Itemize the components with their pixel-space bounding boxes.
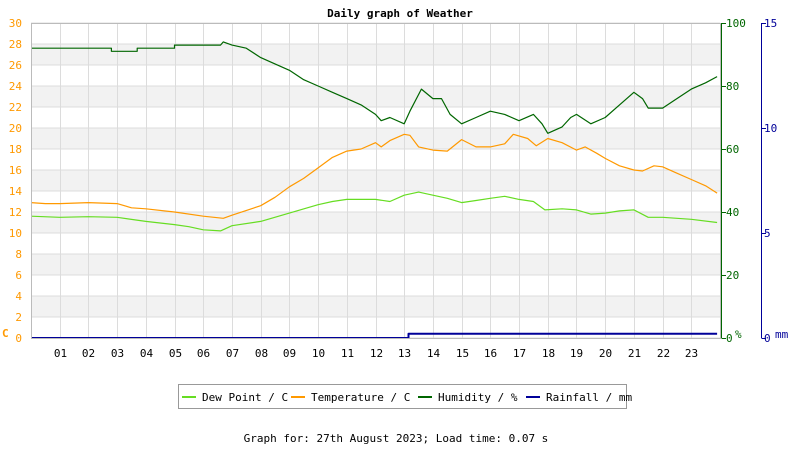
plot-band	[31, 86, 720, 107]
x-tick-label: 23	[685, 347, 698, 360]
y-tick-label-rainfall: 15	[764, 17, 777, 30]
series-line	[30, 191, 718, 232]
legend-label: Rainfall / mm	[546, 391, 632, 404]
y-tick-label-humidity: 40	[726, 206, 739, 219]
x-tick-label: 12	[370, 347, 383, 360]
plot-band	[31, 254, 720, 275]
plot-band	[31, 170, 720, 191]
legend-label: Dew Point / C	[202, 391, 288, 404]
y-tick-label-temperature: 12	[9, 206, 22, 219]
plot-band	[31, 233, 720, 254]
plot-band	[31, 149, 720, 170]
y-tick-label-rainfall: 10	[764, 122, 777, 135]
x-tick-label: 10	[312, 347, 325, 360]
x-tick-label: 14	[427, 347, 441, 360]
x-tick-label: 18	[542, 347, 555, 360]
legend-box	[178, 384, 627, 409]
y-tick-label-temperature: 20	[9, 122, 22, 135]
y-tick-label-rainfall: 5	[764, 227, 771, 240]
footer-text: Graph for: 27th August 2023; Load time: …	[244, 432, 549, 445]
x-tick-label: 05	[169, 347, 182, 360]
plot-band	[31, 317, 720, 338]
plot-band	[31, 212, 720, 233]
x-tick-label: 20	[599, 347, 612, 360]
y-tick-label-temperature: 28	[9, 38, 22, 51]
legend: Dew Point / C Temperature / C Humidity / %…	[178, 384, 632, 409]
plot-band	[31, 107, 720, 128]
y-axis-unit-temperature: C	[2, 327, 9, 340]
y-tick-label-temperature: 0	[15, 332, 22, 345]
x-tick-label: 16	[484, 347, 497, 360]
y-tick-label-humidity: 0	[726, 332, 733, 345]
y-tick-label-temperature: 16	[9, 164, 22, 177]
chart-title: Daily graph of Weather	[327, 7, 473, 20]
y-tick-label-rainfall: 0	[764, 332, 771, 345]
x-tick-label: 02	[82, 347, 95, 360]
plot-band	[31, 44, 720, 65]
y-tick-label-humidity: 60	[726, 143, 739, 156]
y-tick-label-humidity: 20	[726, 269, 739, 282]
x-tick-label: 21	[628, 347, 641, 360]
legend-label: Temperature / C	[311, 391, 410, 404]
plot-band	[31, 191, 720, 212]
x-tick-label: 09	[283, 347, 296, 360]
y-tick-label-temperature: 30	[9, 17, 22, 30]
y-tick-label-temperature: 4	[15, 290, 22, 303]
plot-band	[31, 296, 720, 317]
y-tick-label-humidity: 80	[726, 80, 739, 93]
plot-band	[31, 65, 720, 86]
y-tick-label-temperature: 26	[9, 59, 22, 72]
plot-border	[31, 23, 721, 339]
y-tick-label-temperature: 10	[9, 227, 22, 240]
series-line	[31, 41, 718, 134]
y-tick-label-temperature: 6	[15, 269, 22, 282]
x-tick-label: 04	[140, 347, 154, 360]
legend-label: Humidity / %	[438, 391, 518, 404]
x-tick-label: 22	[657, 347, 670, 360]
y-tick-label-temperature: 24	[9, 80, 23, 93]
x-tick-label: 06	[197, 347, 210, 360]
series-line	[30, 133, 718, 219]
y-tick-label-temperature: 18	[9, 143, 22, 156]
x-tick-label: 13	[398, 347, 411, 360]
x-tick-label: 08	[255, 347, 268, 360]
y-tick-label-humidity: 100	[726, 17, 746, 30]
y-tick-label-temperature: 22	[9, 101, 22, 114]
x-tick-label: 07	[226, 347, 239, 360]
plot-background	[31, 23, 720, 338]
grid-lines	[31, 22, 720, 339]
y-axis-unit-humidity: %	[735, 328, 742, 341]
y-tick-label-temperature: 8	[15, 248, 22, 261]
y-axis-unit-rainfall: mm	[775, 328, 789, 341]
plot-band	[31, 128, 720, 149]
plot-band	[31, 275, 720, 296]
x-tick-label: 17	[513, 347, 526, 360]
y-tick-label-temperature: 2	[15, 311, 22, 324]
x-tick-label: 15	[456, 347, 469, 360]
x-tick-label: 19	[570, 347, 583, 360]
plot-band	[31, 23, 720, 44]
axes-group: 01 02 03 04 05 06 07 08 09 10 11 12 13 14 15 16 17 18 19 20…	[2, 17, 789, 360]
x-tick-label: 11	[341, 347, 354, 360]
x-tick-label: 01	[54, 347, 67, 360]
y-tick-label-temperature: 14	[9, 185, 23, 198]
x-tick-label: 03	[111, 347, 124, 360]
